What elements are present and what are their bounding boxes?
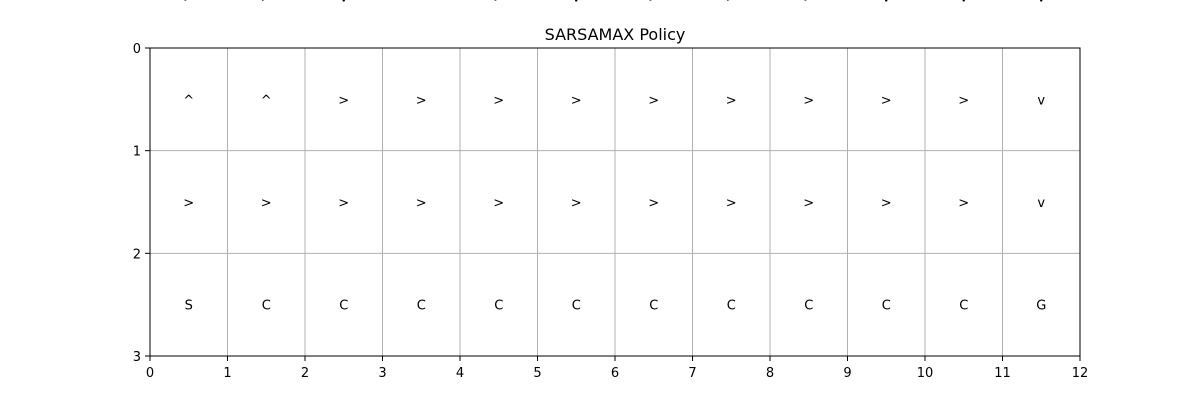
- policy-cell-label: C: [727, 299, 736, 314]
- policy-cell-label: C: [572, 299, 581, 314]
- policy-cell-label: >: [338, 93, 349, 108]
- policy-cell-label: C: [494, 299, 503, 314]
- policy-cell-label: >: [493, 0, 504, 6]
- chart-title: SARSAMAX Policy: [545, 25, 686, 44]
- x-tick-label: 0: [146, 366, 154, 381]
- policy-cell-label: >: [571, 196, 582, 211]
- x-tick-label: 8: [766, 366, 774, 381]
- x-tick-label: 3: [378, 366, 386, 381]
- policy-cell-label: v: [572, 0, 580, 6]
- policy-cell-label: v: [960, 0, 968, 6]
- policy-cell-label: v: [1037, 0, 1045, 6]
- policy-cell-label: C: [882, 299, 891, 314]
- y-tick-label: 1: [133, 145, 141, 160]
- policy-cell-label: v: [340, 0, 348, 6]
- y-tick-label: 0: [133, 42, 141, 57]
- policy-cell-label: C: [649, 299, 658, 314]
- x-tick-label: 10: [917, 366, 934, 381]
- policy-cell-label: v: [882, 0, 890, 6]
- policy-cell-label: >: [416, 196, 427, 211]
- policy-cell-label: C: [959, 299, 968, 314]
- policy-cell-label: >: [648, 93, 659, 108]
- x-axis: 0 1 2 3 4 5 6 7 8 9 10 11 12: [146, 356, 1088, 381]
- x-tick-label: 2: [301, 366, 309, 381]
- policy-cell-label: >: [338, 196, 349, 211]
- policy-cell-label: >: [648, 0, 659, 6]
- policy-cell-label: ^: [261, 93, 272, 108]
- policy-cell-label: >: [958, 196, 969, 211]
- policy-cell-label: >: [881, 196, 892, 211]
- x-tick-label: 12: [1072, 366, 1089, 381]
- policy-cell-label: >: [183, 0, 194, 6]
- policy-cell-label: >: [726, 0, 737, 6]
- policy-cell-label: v: [1037, 196, 1045, 211]
- policy-cell-label: >: [803, 196, 814, 211]
- policy-cell-label: C: [339, 299, 348, 314]
- policy-cell-label: G: [1036, 299, 1046, 314]
- policy-cell-label: >: [881, 93, 892, 108]
- policy-cell-label: C: [262, 299, 271, 314]
- x-tick-label: 5: [533, 366, 541, 381]
- policy-cell-label: >: [183, 196, 194, 211]
- y-tick-label: 2: [133, 247, 141, 262]
- x-tick-label: 4: [456, 366, 464, 381]
- policy-cell-label: >: [803, 93, 814, 108]
- policy-cell-label: >: [493, 196, 504, 211]
- policy-cell-label: >: [571, 93, 582, 108]
- policy-cell-label: C: [417, 299, 426, 314]
- policy-cell-label: C: [804, 299, 813, 314]
- x-tick-label: 9: [843, 366, 851, 381]
- policy-cell-label: ^: [416, 0, 427, 6]
- x-tick-label: 7: [688, 366, 696, 381]
- x-tick-label: 6: [611, 366, 619, 381]
- policy-cell-label: >: [261, 196, 272, 211]
- y-axis: 0 1 2 3: [133, 42, 150, 365]
- policy-cell-label: >: [493, 93, 504, 108]
- policy-cell-label: ^: [183, 93, 194, 108]
- policy-cell-label: >: [648, 196, 659, 211]
- grid-layer: [149, 47, 1081, 357]
- policy-cell-label: S: [185, 299, 193, 314]
- policy-cell-label: >: [726, 93, 737, 108]
- y-tick-label: 3: [133, 350, 141, 365]
- policy-cell-label: >: [416, 93, 427, 108]
- policy-cell-label: v: [1037, 93, 1045, 108]
- x-tick-label: 1: [223, 366, 231, 381]
- policy-cell-label: >: [726, 196, 737, 211]
- policy-cell-label: >: [261, 0, 272, 6]
- policy-cell-label: >: [803, 0, 814, 6]
- policy-cell-label: >: [958, 93, 969, 108]
- cells-layer: > > v ^ > v > > > v v v ^ ^ > > > > > > > > > v > > > > > > > > > > > v S C C C…: [183, 0, 1046, 314]
- x-tick-label: 11: [994, 366, 1011, 381]
